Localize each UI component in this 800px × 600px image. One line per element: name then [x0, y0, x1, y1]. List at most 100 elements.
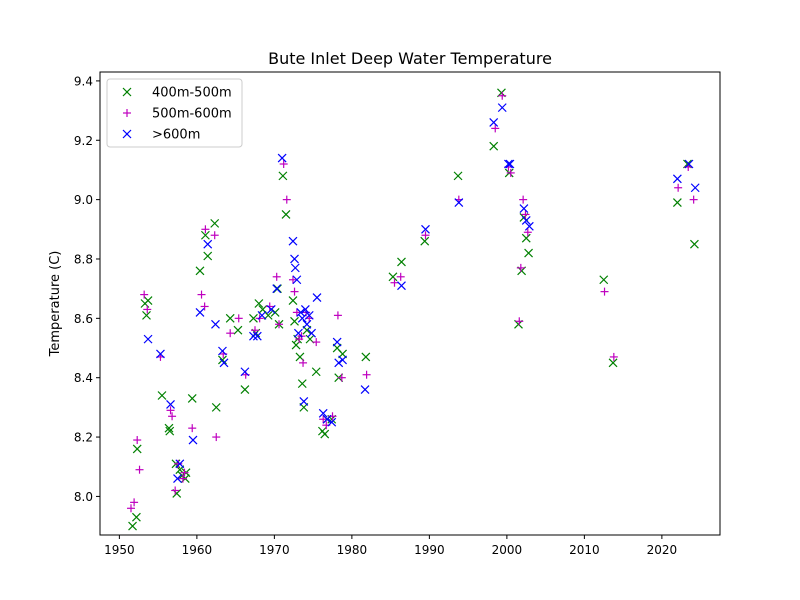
data-point-s2-6-stroke-b — [195, 307, 205, 317]
data-point-s0-2-stroke-b — [132, 444, 142, 454]
data-point-s2-37-stroke-b — [360, 385, 370, 394]
x-tick-label-2020: 2020 — [647, 543, 678, 557]
data-point-s2-49 — [684, 159, 694, 169]
x-tick-label-1960: 1960 — [182, 543, 213, 557]
data-point-s2-23-stroke-b — [296, 307, 306, 317]
data-point-s0-55-stroke-b — [420, 236, 430, 246]
data-point-s1-1 — [130, 498, 139, 507]
y-tick-label-9: 9.0 — [74, 193, 93, 207]
data-point-s1-32 — [292, 308, 301, 317]
data-point-s0-22-stroke-b — [225, 313, 235, 323]
data-point-s1-57 — [523, 228, 532, 237]
y-tick-label-8.6: 8.6 — [74, 312, 93, 326]
data-point-s2-46-stroke-b — [521, 215, 531, 225]
data-point-s0-24 — [240, 385, 250, 394]
data-point-s1-42 — [333, 311, 342, 320]
data-point-s0-66 — [608, 358, 618, 368]
data-point-s1-21 — [234, 314, 243, 323]
data-point-s2-50-stroke-b — [690, 183, 700, 193]
data-point-s0-15 — [187, 394, 197, 403]
data-point-s2-11 — [240, 367, 250, 377]
data-point-s1-56 — [521, 210, 530, 219]
data-point-s2-43-stroke-b — [504, 159, 513, 169]
data-point-s0-8-stroke-b — [165, 426, 175, 436]
data-point-s1-15 — [200, 302, 209, 311]
y-axis: 8.0 8.2 8.4 8.6 8.8 9.0 9.2 9.4 — [74, 74, 100, 504]
data-point-s2-41-stroke-b — [489, 118, 499, 127]
data-point-s2-15 — [266, 305, 276, 314]
data-point-s0-36-stroke-b — [290, 316, 299, 326]
data-point-s2-32-stroke-b — [322, 414, 332, 424]
y-tick-label-8: 8.0 — [74, 490, 93, 504]
y-tick-label-8.4: 8.4 — [74, 371, 93, 385]
data-point-s0-1 — [132, 512, 141, 522]
data-point-s0-52-stroke-b — [361, 352, 371, 362]
data-point-s2-30-stroke-b — [312, 293, 322, 302]
data-point-s0-4 — [142, 310, 151, 320]
data-point-s2-13-stroke-b — [252, 331, 262, 341]
data-point-s2-12-stroke-b — [249, 331, 258, 341]
data-points — [127, 88, 700, 531]
data-point-s2-42-stroke-b — [497, 103, 507, 113]
legend-marker-0 — [122, 87, 132, 97]
data-point-s2-47 — [524, 221, 534, 231]
data-point-s2-33 — [327, 417, 337, 427]
data-point-s1-45 — [390, 278, 399, 287]
x-tick-label-2000: 2000 — [492, 543, 523, 557]
data-point-s1-4 — [140, 290, 149, 299]
data-point-s1-46 — [396, 272, 405, 281]
data-point-s1-29 — [282, 195, 291, 204]
data-point-s0-56-stroke-b — [453, 171, 463, 181]
data-point-s2-5 — [188, 435, 198, 445]
data-point-s2-48-stroke-b — [672, 174, 682, 184]
data-point-s2-10-stroke-b — [219, 358, 229, 368]
data-point-s0-55 — [420, 236, 430, 246]
data-point-s0-17 — [200, 230, 210, 240]
data-point-s1-62 — [689, 195, 698, 204]
data-point-s1-35 — [299, 358, 308, 367]
data-point-s2-25 — [299, 397, 309, 406]
data-point-s2-46 — [521, 215, 531, 225]
legend: 400m-500m 500m-600m >600m — [106, 78, 243, 148]
data-point-s1-53 — [515, 317, 524, 326]
data-point-s2-14 — [257, 310, 267, 320]
data-point-s2-13 — [252, 331, 262, 341]
data-point-s2-21-stroke-b — [292, 275, 302, 285]
legend-marker-1 — [123, 109, 131, 117]
legend-marker-2 — [122, 129, 132, 139]
data-point-s0-40-stroke-b — [297, 379, 307, 389]
data-point-s1-47 — [421, 231, 430, 240]
data-point-s2-20-stroke-b — [290, 263, 300, 273]
data-point-s0-30-stroke-b — [270, 307, 280, 317]
legend-frame — [106, 78, 243, 148]
data-point-s0-25-stroke-b — [249, 313, 258, 323]
data-point-s2-8 — [211, 319, 220, 329]
data-point-s0-4-stroke-b — [142, 310, 151, 320]
data-point-s0-19 — [210, 218, 220, 228]
data-point-s2-18-stroke-b — [288, 236, 298, 246]
x-tick-label-1970: 1970 — [259, 543, 290, 557]
x-tick-label-1980: 1980 — [337, 543, 368, 557]
data-point-s0-30 — [270, 307, 280, 317]
data-point-s0-27-stroke-b — [254, 299, 264, 308]
data-point-s0-66-stroke-b — [608, 358, 618, 368]
data-point-s1-18 — [212, 433, 221, 442]
data-point-s1-39 — [319, 415, 328, 424]
data-point-s2-16 — [272, 284, 282, 294]
data-point-s2-26 — [300, 305, 310, 314]
data-point-s2-28 — [304, 310, 314, 320]
data-point-s0-67 — [672, 198, 682, 208]
data-point-s0-5-stroke-b — [143, 296, 153, 305]
data-point-s2-2 — [166, 399, 175, 409]
data-point-s2-11-stroke-b — [240, 367, 250, 377]
data-point-s0-7 — [164, 423, 174, 433]
data-point-s0-35 — [288, 296, 298, 305]
data-point-s0-34-stroke-b — [281, 210, 291, 219]
data-point-s2-22-stroke-b — [293, 328, 303, 338]
data-point-s1-5 — [143, 305, 152, 314]
data-point-s0-20-stroke-b — [211, 402, 221, 412]
data-point-s0-64-stroke-b — [524, 248, 533, 258]
data-point-s0-18-stroke-b — [203, 251, 213, 261]
data-point-s2-1 — [156, 349, 165, 359]
data-point-s0-21-stroke-b — [218, 355, 227, 365]
